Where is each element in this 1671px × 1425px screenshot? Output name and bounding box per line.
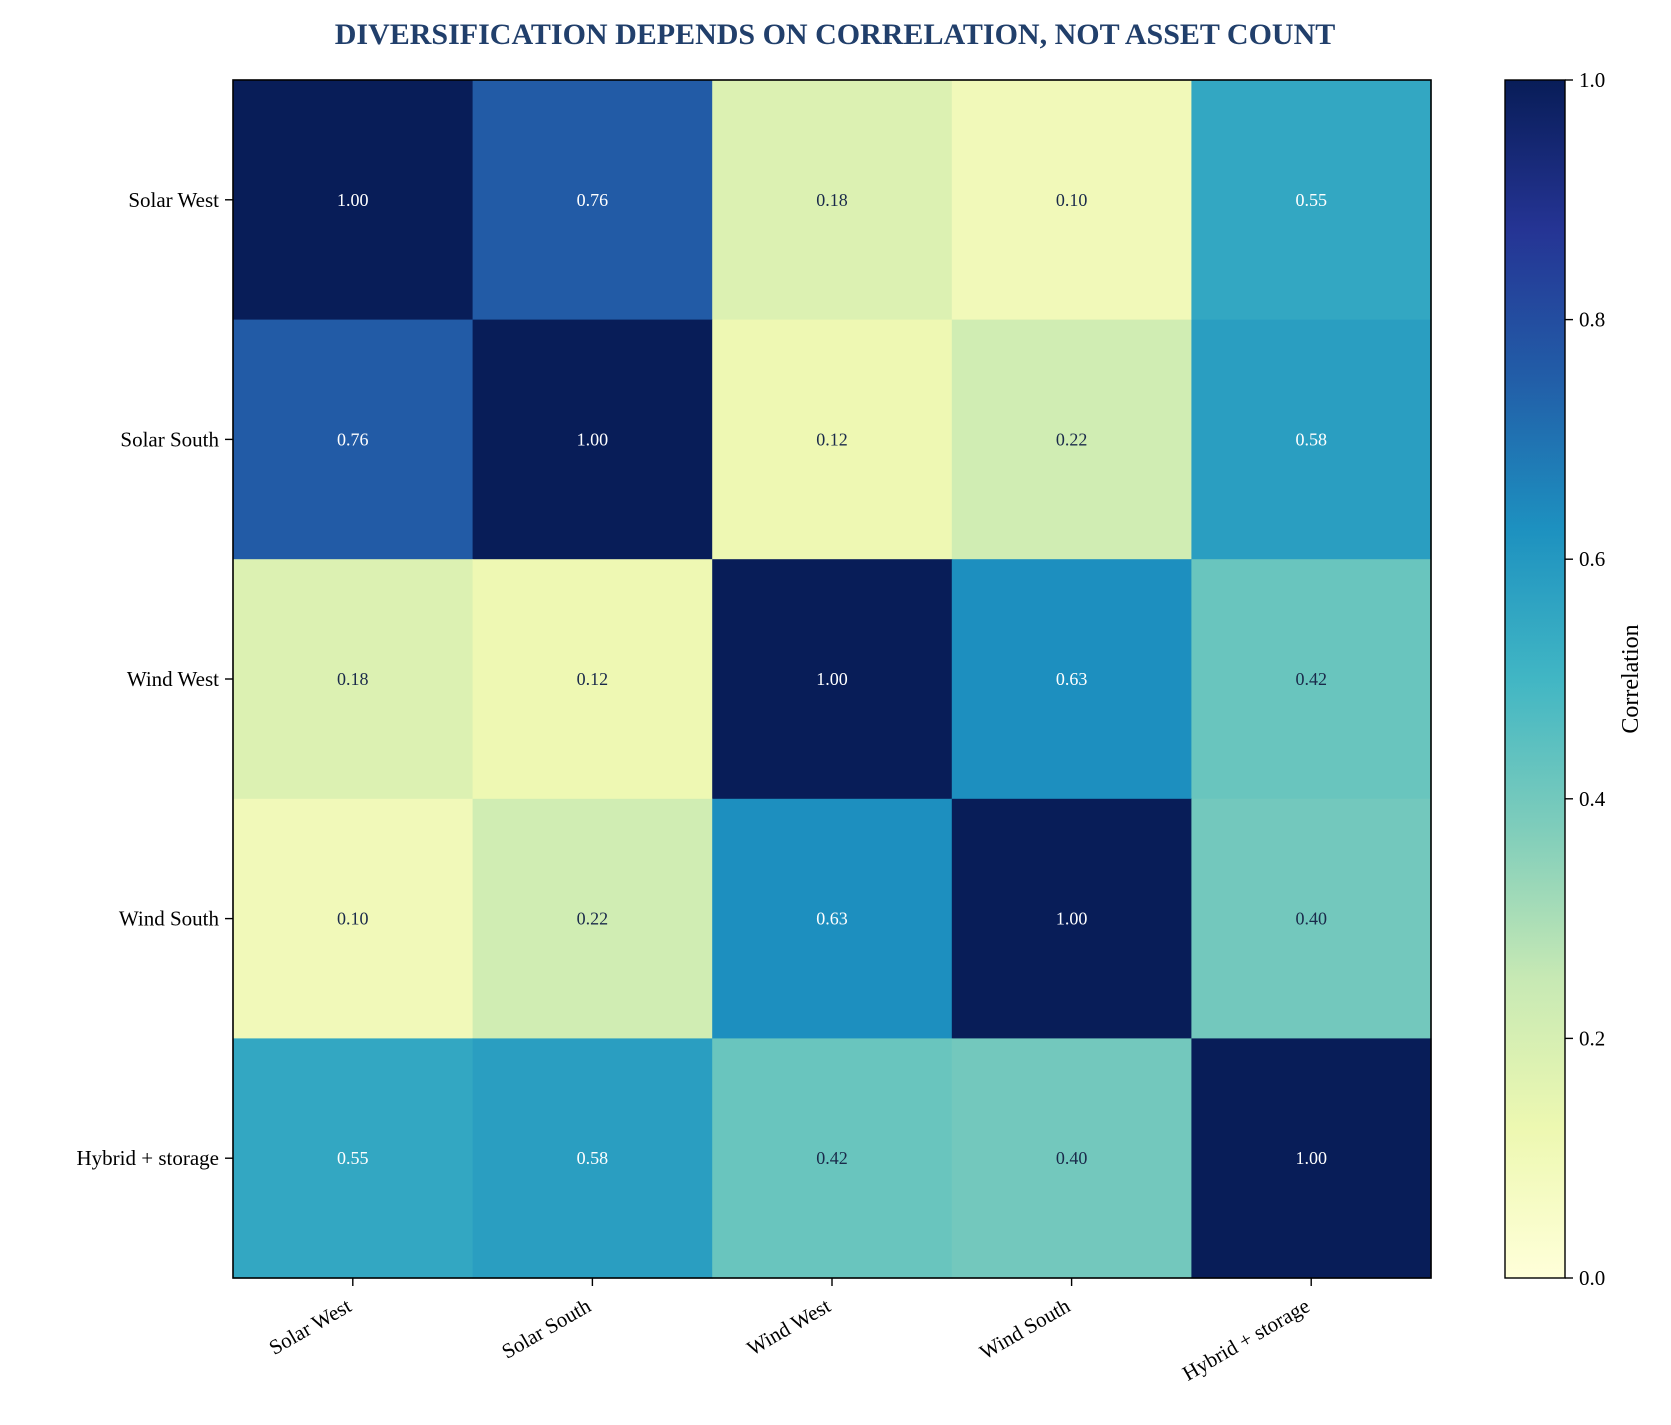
cell-value-label: 1.00 bbox=[337, 190, 369, 210]
colorbar-label: Correlation bbox=[1618, 624, 1644, 733]
cell-value-label: 0.18 bbox=[816, 190, 848, 210]
cell-value-label: 0.58 bbox=[577, 1148, 609, 1168]
cell-value-label: 0.18 bbox=[337, 669, 369, 689]
y-tick-label: Hybrid + storage bbox=[77, 1146, 219, 1170]
colorbar: 0.0 0.2 0.4 0.6 0.8 1.0 Correlation bbox=[1504, 68, 1644, 1290]
colorbar-tick-label: 0.8 bbox=[1579, 308, 1605, 332]
heatmap-cell bbox=[951, 559, 1192, 800]
heatmap-cell-labels: 1.00 0.76 0.18 0.10 0.55 0.76 1.00 0.12 0.22 0.58… bbox=[337, 190, 1327, 1168]
colorbar-tick-label: 0.0 bbox=[1579, 1266, 1605, 1290]
cell-value-label: 0.40 bbox=[1295, 909, 1327, 929]
heatmap-cell bbox=[472, 1038, 713, 1279]
cell-value-label: 1.00 bbox=[816, 669, 848, 689]
heatmap-cells bbox=[232, 79, 1432, 1279]
y-tick-label: Solar South bbox=[120, 427, 219, 451]
cell-value-label: 0.76 bbox=[577, 190, 609, 210]
heatmap-cell bbox=[233, 798, 474, 1039]
heatmap-cell bbox=[951, 319, 1192, 560]
heatmap-cell bbox=[472, 798, 713, 1039]
heatmap-cell bbox=[951, 80, 1192, 321]
colorbar-tick-label: 0.4 bbox=[1579, 787, 1606, 811]
heatmap-cell bbox=[472, 559, 713, 800]
heatmap-cell bbox=[712, 1038, 953, 1279]
x-tick-label: Hybrid + storage bbox=[1178, 1294, 1313, 1386]
heatmap-cell bbox=[472, 80, 713, 321]
heatmap-cell bbox=[1191, 798, 1432, 1039]
cell-value-label: 0.63 bbox=[816, 909, 848, 929]
y-tick-label: Solar West bbox=[128, 188, 219, 212]
x-tick-label: Wind West bbox=[743, 1293, 835, 1360]
cell-value-label: 0.58 bbox=[1295, 429, 1327, 449]
cell-value-label: 0.12 bbox=[816, 429, 848, 449]
cell-value-label: 1.00 bbox=[1295, 1148, 1327, 1168]
x-axis: Solar West Solar South Wind West Wind South… bbox=[265, 1278, 1314, 1386]
cell-value-label: 0.12 bbox=[577, 669, 609, 689]
x-tick-label: Solar West bbox=[265, 1293, 356, 1359]
heatmap-cell bbox=[1191, 1038, 1432, 1279]
heatmap-cell bbox=[1191, 80, 1432, 321]
heatmap-cell bbox=[472, 319, 713, 560]
x-tick-label: Wind South bbox=[975, 1293, 1074, 1364]
heatmap-cell bbox=[233, 319, 474, 560]
chart-title: DIVERSIFICATION DEPENDS ON CORRELATION, … bbox=[335, 18, 1336, 51]
heatmap-cell bbox=[233, 80, 474, 321]
heatmap-cell bbox=[233, 1038, 474, 1279]
cell-value-label: 0.10 bbox=[337, 909, 369, 929]
heatmap-cell bbox=[712, 559, 953, 800]
y-tick-label: Wind West bbox=[127, 667, 219, 691]
cell-value-label: 0.22 bbox=[1056, 429, 1088, 449]
colorbar-tick-label: 1.0 bbox=[1579, 68, 1605, 92]
cell-value-label: 0.40 bbox=[1056, 1148, 1088, 1168]
cell-value-label: 0.10 bbox=[1056, 190, 1088, 210]
y-axis: Solar West Solar South Wind West Wind South… bbox=[77, 188, 233, 1170]
x-tick-label: Solar South bbox=[498, 1293, 596, 1363]
cell-value-label: 0.76 bbox=[337, 429, 369, 449]
y-tick-label: Wind South bbox=[119, 907, 220, 931]
heatmap-cell bbox=[1191, 319, 1432, 560]
cell-value-label: 0.22 bbox=[577, 909, 609, 929]
cell-value-label: 0.63 bbox=[1056, 669, 1088, 689]
heatmap-cell bbox=[712, 319, 953, 560]
heatmap-cell bbox=[1191, 559, 1432, 800]
colorbar-gradient bbox=[1504, 79, 1566, 1279]
heatmap-cell bbox=[712, 80, 953, 321]
heatmap-cell bbox=[712, 798, 953, 1039]
cell-value-label: 1.00 bbox=[577, 429, 609, 449]
cell-value-label: 0.55 bbox=[1295, 190, 1327, 210]
heatmap-cell bbox=[951, 798, 1192, 1039]
cell-value-label: 0.42 bbox=[816, 1148, 848, 1168]
colorbar-tick-label: 0.2 bbox=[1579, 1026, 1605, 1050]
cell-value-label: 1.00 bbox=[1056, 909, 1088, 929]
heatmap-cell bbox=[233, 559, 474, 800]
heatmap-cell bbox=[951, 1038, 1192, 1279]
colorbar-tick-label: 0.6 bbox=[1579, 547, 1605, 571]
cell-value-label: 0.55 bbox=[337, 1148, 369, 1168]
cell-value-label: 0.42 bbox=[1295, 669, 1327, 689]
